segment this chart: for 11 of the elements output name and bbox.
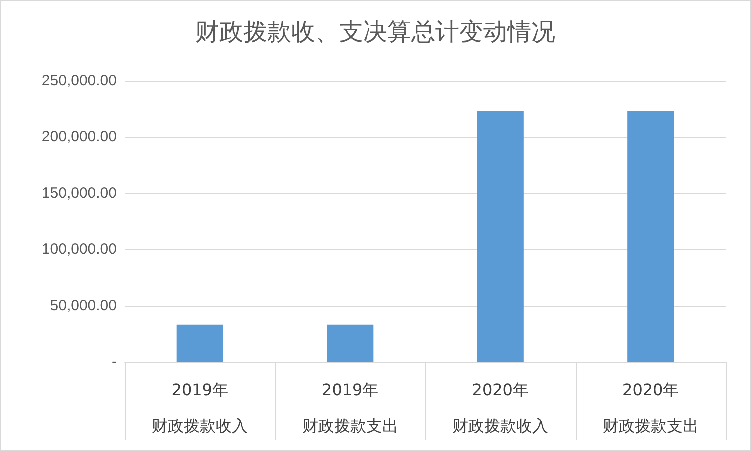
y-tick-label: 200,000.00 [42,128,117,146]
y-tick-label: 250,000.00 [42,72,117,90]
y-tick-label: - [112,354,117,370]
x-tick-label: 2019年财政拨款收入 [152,380,248,436]
x-tick-label: 2019年财政拨款支出 [302,380,398,436]
y-tick-label: 100,000.00 [42,241,117,258]
x-tick-label: 2020年财政拨款收入 [452,380,549,436]
x-tick-label: 2020年财政拨款支出 [602,380,699,436]
y-tick-label: 50,000.00 [50,297,117,314]
chart-title: 财政拨款收、支决算总计变动情况 [196,18,556,46]
y-tick-label: 150,000.00 [42,184,117,202]
